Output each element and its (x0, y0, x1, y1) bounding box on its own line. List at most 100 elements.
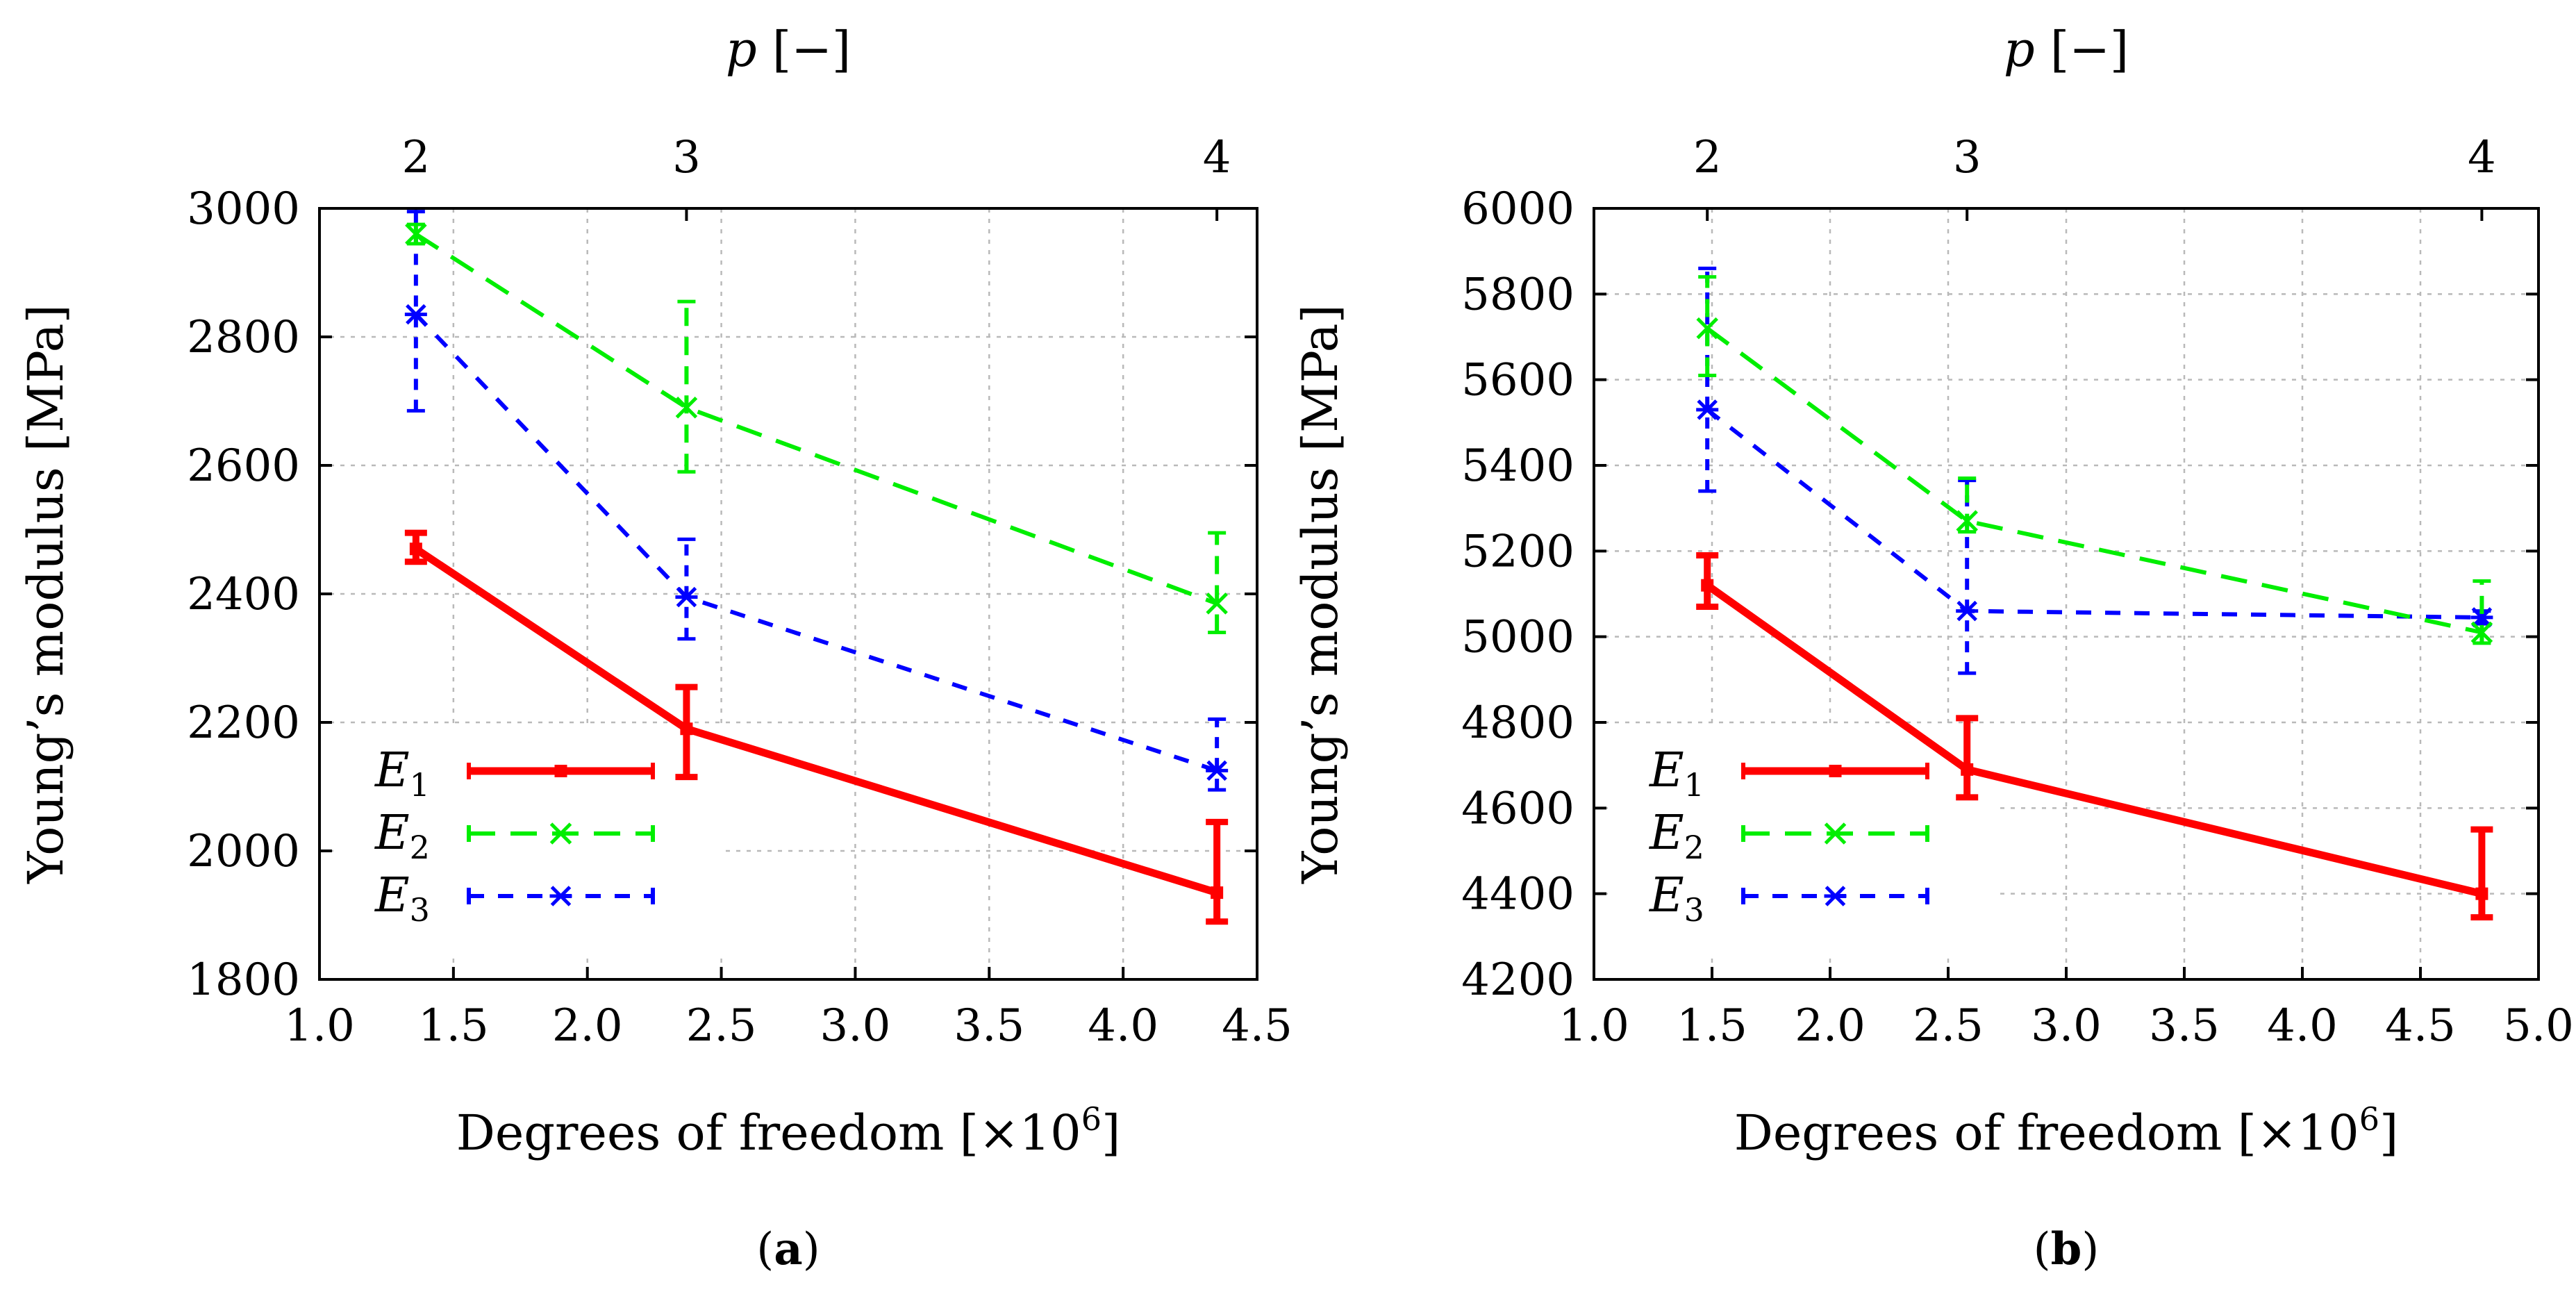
panel-label: (b) (2034, 1223, 2100, 1275)
legend-marker-E2 (1824, 822, 1847, 845)
y-tick-label: 4600 (1461, 783, 1574, 834)
y-tick-label: 5400 (1461, 440, 1574, 492)
y-tick-label: 6000 (1461, 183, 1574, 235)
series-E3 (1696, 266, 2493, 675)
x-tick-label: 2.5 (686, 1000, 757, 1052)
data-point-E1 (409, 542, 422, 556)
data-point-E1 (1211, 886, 1224, 900)
x-tick-label: 4.0 (2267, 1000, 2338, 1052)
chart-panel-a: 1.0 1.5 2.0 2.5 3.0 3.5 4.0 4.5 1800 2000 2200 2400… (17, 21, 1293, 1275)
top-tick-label: 2 (401, 132, 430, 183)
data-point-E3 (1206, 760, 1229, 781)
legend-subscript: 2 (410, 829, 430, 866)
legend-label-E3: E3 (374, 868, 430, 929)
y-tick-label: 3000 (187, 183, 300, 235)
series-line-E2 (415, 232, 1218, 606)
series-E2 (405, 222, 1228, 634)
series-E2 (1696, 275, 2493, 645)
legend-symbol: E (374, 743, 410, 798)
top-axis-unit: [−] (2050, 21, 2129, 78)
series-E1 (404, 529, 1229, 925)
x-axis-label-exponent: 6 (1081, 1100, 1102, 1138)
data-point-E2 (1206, 593, 1228, 615)
panel-label-letter: a (774, 1223, 802, 1275)
data-point-E2 (1696, 317, 1718, 340)
x-tick-label: 3.0 (820, 1000, 891, 1052)
x-axis-label: Degrees of freedom [×106] (1734, 1100, 2399, 1161)
top-tick-label: 3 (1953, 132, 1981, 183)
series-E3 (404, 210, 1229, 792)
x-tick-label: 1.5 (418, 1000, 489, 1052)
data-point-E3 (675, 586, 698, 608)
legend-subscript: 1 (1684, 766, 1704, 804)
top-tick-label: 4 (1203, 132, 1231, 183)
x-axis-label-text: Degrees of freedom [ (456, 1104, 979, 1161)
y-axis-label: Young’s modulus [MPa] (17, 304, 74, 884)
top-axis-label: p [−] (726, 21, 851, 78)
y-tick-label: 2400 (187, 569, 300, 620)
x-axis-label-bracket: ] (1102, 1104, 1120, 1161)
data-point-E2 (405, 223, 427, 245)
x-axis-label-factor: ×10 (979, 1104, 1081, 1161)
legend-symbol: E (1648, 806, 1684, 861)
x-tick-label: 4.0 (1088, 1000, 1158, 1052)
x-axis-label-bracket: ] (2379, 1104, 2398, 1161)
y-tick-label: 2000 (187, 826, 300, 877)
data-point-E2 (1956, 510, 1978, 532)
panel-label-open: ( (756, 1224, 774, 1275)
x-tick-label: 5.0 (2503, 1000, 2574, 1052)
legend-marker-E1 (1829, 765, 1842, 777)
y-tick-label: 4800 (1461, 697, 1574, 749)
x-tick-label: 4.5 (1222, 1000, 1293, 1052)
y-tick-label: 2600 (187, 440, 300, 492)
x-tick-label: 3.5 (954, 1000, 1024, 1052)
y-tick-label: 2200 (187, 697, 300, 749)
legend-label-E3: E3 (1648, 868, 1704, 929)
series-line-E3 (1706, 408, 2482, 620)
legend-marker-E3 (1824, 886, 1847, 906)
x-tick-label: 1.0 (284, 1000, 355, 1052)
chart-panel-b: 1.0 1.5 2.0 2.5 3.0 3.5 4.0 4.5 5.0 4200 4400 4600 4… (1292, 21, 2574, 1275)
data-point-E3 (2470, 607, 2493, 628)
data-point-E1 (1961, 763, 1974, 776)
x-axis-label-text: Degrees of freedom [ (1734, 1104, 2257, 1161)
top-axis-unit: [−] (772, 21, 851, 78)
legend-label-E1: E1 (1648, 743, 1704, 804)
x-tick-label: 4.5 (2385, 1000, 2456, 1052)
legend-subscript: 2 (1684, 829, 1704, 866)
x-tick-label: 2.0 (552, 1000, 623, 1052)
plot-frame (1593, 207, 2540, 981)
y-axis-label: Young’s modulus [MPa] (1292, 304, 1349, 884)
x-tick-label: 1.5 (1677, 1000, 1747, 1052)
x-tick-label: 2.0 (1795, 1000, 1865, 1052)
top-axis-symbol: p (726, 21, 772, 78)
legend-subscript: 3 (1684, 891, 1704, 929)
y-tick-label: 4200 (1461, 954, 1574, 1006)
legend-subscript: 1 (410, 766, 430, 804)
data-point-E1 (1701, 579, 1714, 592)
panel-label-close: ) (2081, 1224, 2099, 1275)
top-tick-label: 2 (1693, 132, 1722, 183)
panel-label-open: ( (2034, 1224, 2051, 1275)
top-axis-label: p [−] (2004, 21, 2129, 78)
top-axis-symbol: p (2004, 21, 2050, 78)
data-point-E2 (2470, 621, 2493, 644)
x-tick-label: 1.0 (1559, 1000, 1629, 1052)
panel-label-letter: b (2051, 1223, 2082, 1275)
data-point-E2 (675, 396, 698, 419)
data-point-E1 (2475, 887, 2488, 900)
legend-label-E2: E2 (1648, 806, 1704, 866)
y-tick-label: 5000 (1461, 612, 1574, 663)
x-axis-label-factor: ×10 (2257, 1104, 2359, 1161)
series-line-E2 (1706, 326, 2483, 635)
data-point-E3 (404, 304, 427, 325)
y-tick-label: 4400 (1461, 869, 1574, 920)
legend-marker-E3 (549, 886, 572, 906)
legend-label-E2: E2 (374, 806, 430, 866)
top-tick-label: 3 (672, 132, 701, 183)
y-tick-label: 5600 (1461, 355, 1574, 406)
legend-symbol: E (374, 868, 410, 923)
data-point-E3 (1956, 600, 1979, 622)
panel-label: (a) (756, 1223, 820, 1275)
